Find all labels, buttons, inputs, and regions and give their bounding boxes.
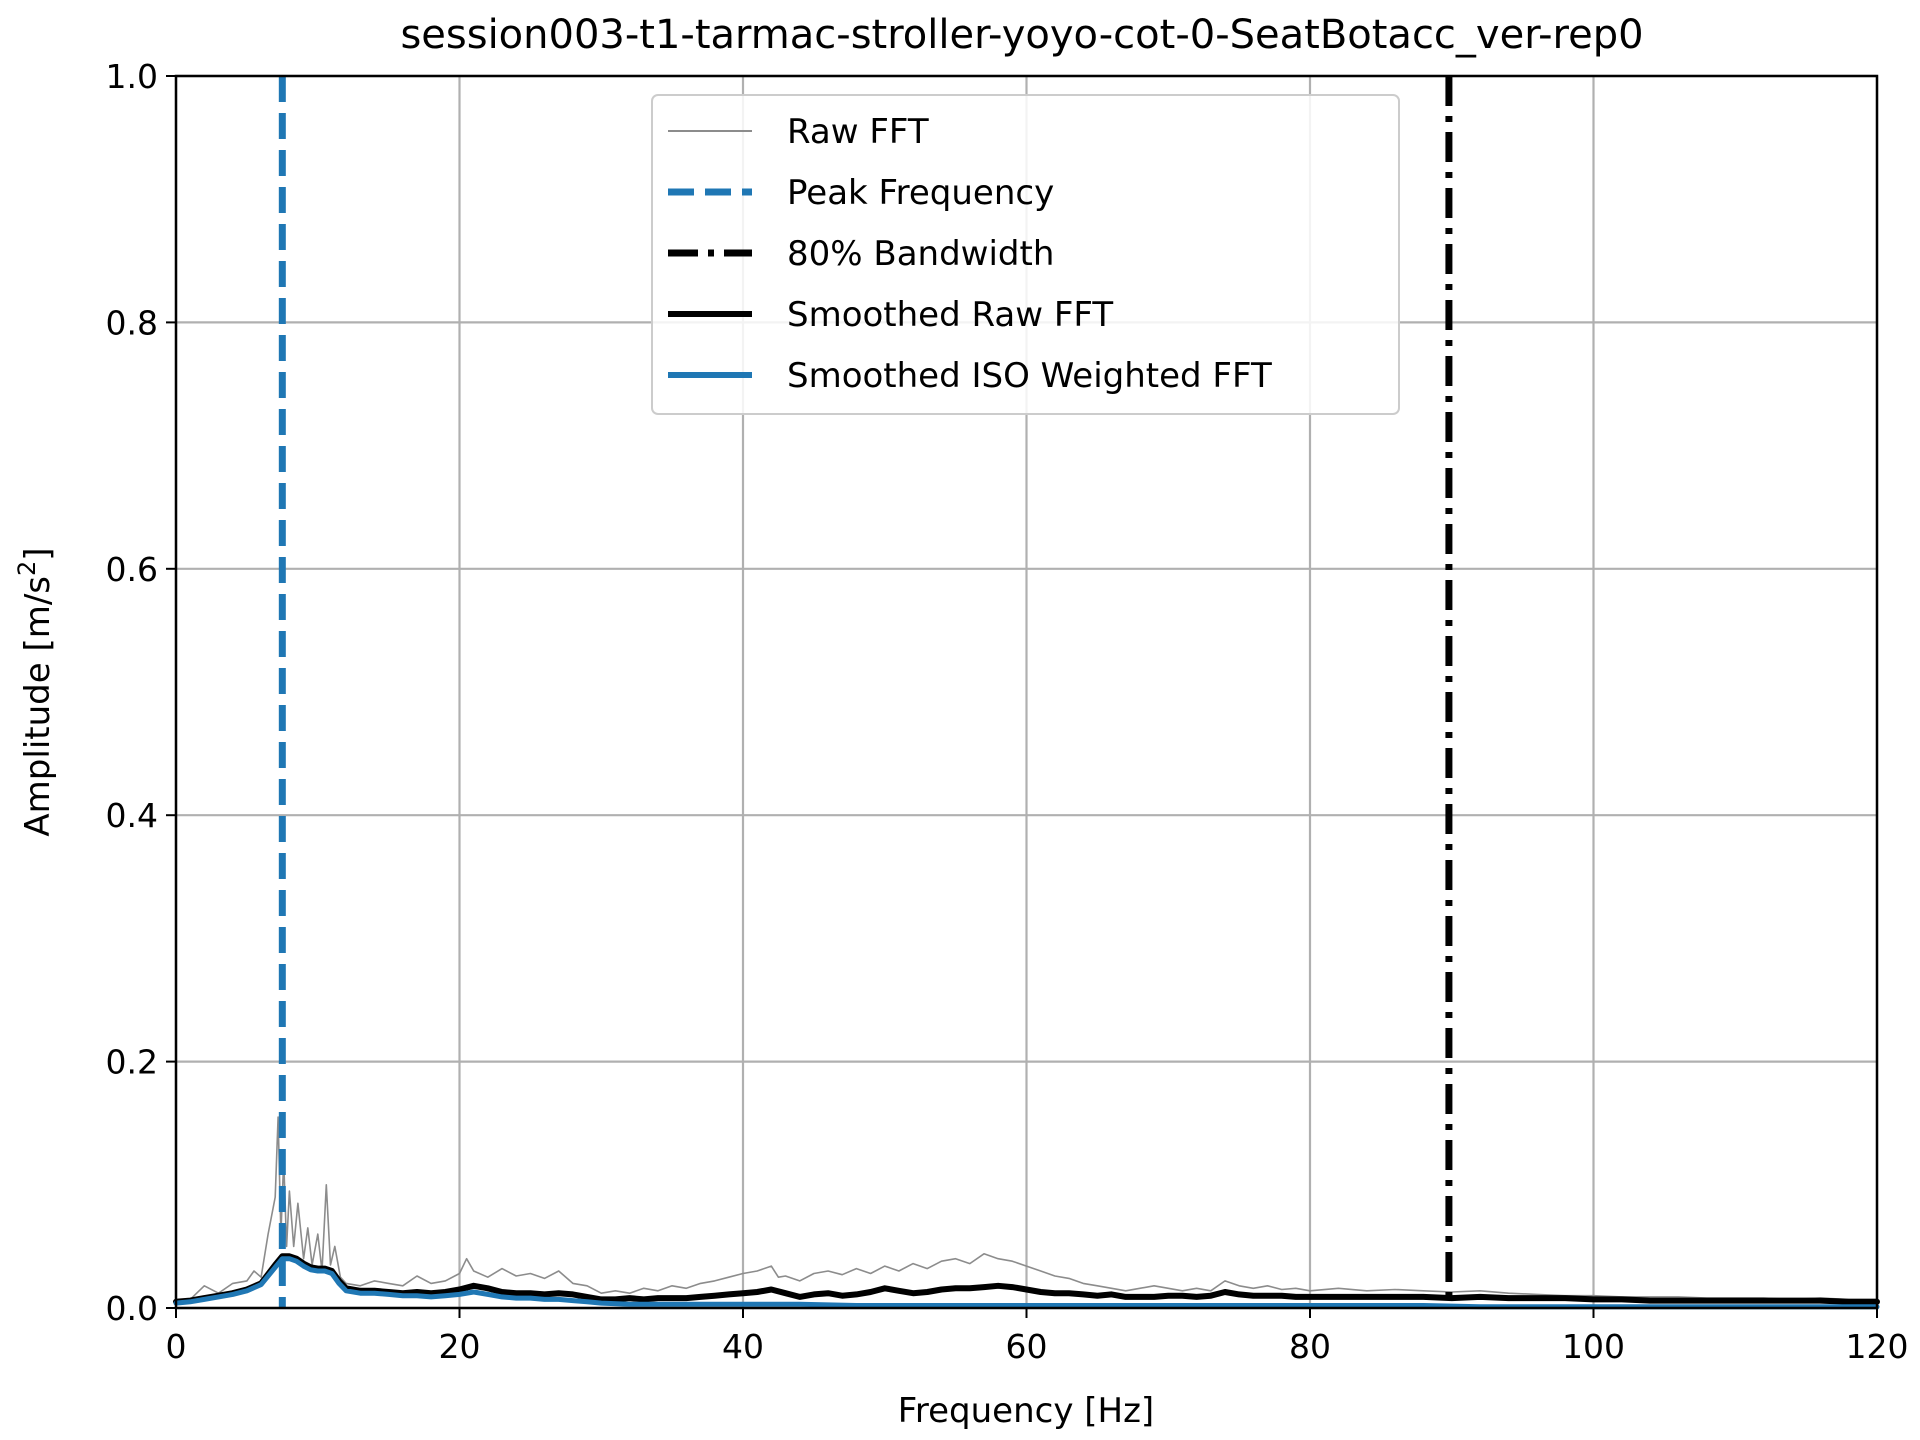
y-tick-label: 0.0 (106, 1289, 158, 1328)
legend-label-raw: Raw FFT (787, 112, 929, 152)
x-tick-label: 40 (722, 1327, 764, 1366)
x-tick-label: 80 (1289, 1327, 1331, 1366)
reference-lines (278, 76, 1453, 1308)
y-axis-label-close: ] (18, 547, 58, 560)
y-tick-label: 0.6 (106, 550, 158, 589)
y-tick-label: 1.0 (106, 57, 158, 96)
legend-label-peak: Peak Frequency (787, 173, 1054, 213)
axis-ticks: 0 20 40 60 80 100 120 0.0 0.2 0.4 0.6 0.8 1.0 (106, 57, 1909, 1366)
y-tick-label: 0.2 (106, 1043, 158, 1082)
y-axis-label-main: Amplitude [m/s (18, 576, 58, 837)
legend: Raw FFT Peak Frequency 80% Bandwidth Smooth… (651, 94, 1400, 415)
y-tick-label: 0.8 (106, 303, 158, 342)
legend-box (651, 94, 1400, 415)
y-tick-label: 0.4 (106, 796, 158, 835)
plot-series (173, 1116, 1880, 1310)
chart-title: session003-t1-tarmac-stroller-yoyo-cot-0… (400, 12, 1643, 58)
x-tick-label: 20 (439, 1327, 481, 1366)
x-tick-label: 0 (166, 1327, 187, 1366)
series-smoothed-iso-weighted-fft (173, 1256, 1880, 1310)
legend-label-smoothed-iso: Smoothed ISO Weighted FFT (787, 356, 1272, 396)
x-tick-label: 100 (1562, 1327, 1625, 1366)
x-tick-label: 60 (1006, 1327, 1048, 1366)
x-axis-label: Frequency [Hz] (898, 1391, 1154, 1431)
legend-label-bandwidth: 80% Bandwidth (787, 234, 1054, 274)
y-axis-label-superscript: 2 (13, 561, 41, 576)
x-tick-label: 120 (1846, 1327, 1909, 1366)
series-raw-fft (175, 1116, 1878, 1303)
legend-items: Raw FFT Peak Frequency 80% Bandwidth Smooth… (668, 112, 1272, 396)
y-axis-label: Amplitude [m/s2] (13, 547, 58, 836)
legend-label-smoothed-raw: Smoothed Raw FFT (787, 295, 1113, 335)
